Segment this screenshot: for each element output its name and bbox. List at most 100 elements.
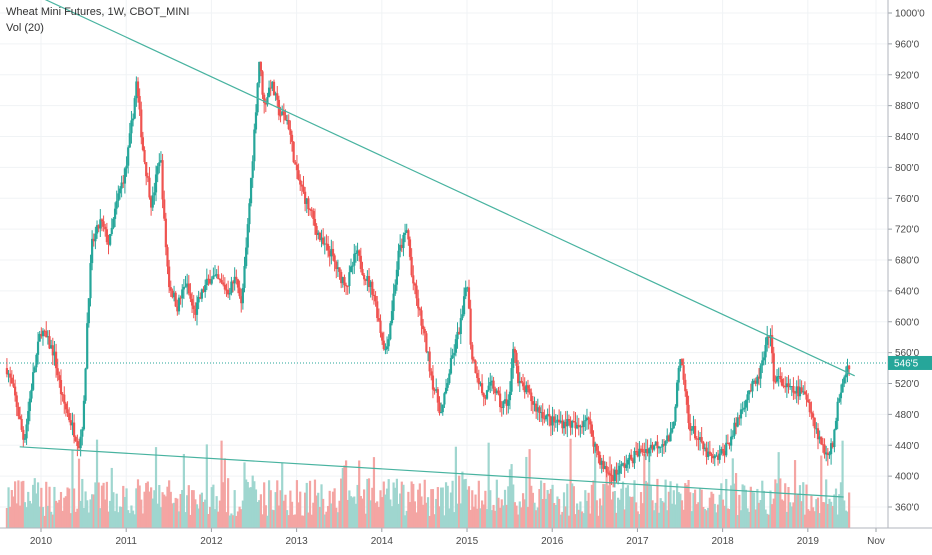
candle-body <box>664 441 667 446</box>
volume-bar <box>474 494 477 528</box>
volume-bar <box>495 479 498 528</box>
candle-body <box>51 345 54 356</box>
candle-body <box>412 275 415 284</box>
candle-body <box>397 250 400 270</box>
candle-body <box>187 283 190 294</box>
candle-body <box>803 391 806 395</box>
volume-bar <box>353 496 356 528</box>
candle-body <box>657 446 661 449</box>
volume-bar <box>79 500 82 528</box>
candle-body <box>72 422 76 437</box>
candle-body <box>171 290 174 298</box>
candle-body <box>74 436 77 442</box>
volume-bar <box>764 509 767 528</box>
candle-body <box>738 417 741 419</box>
candle-body <box>84 368 87 401</box>
candle-body <box>708 451 711 455</box>
candle-body <box>213 275 217 277</box>
grid <box>0 0 888 528</box>
candle-body <box>623 463 626 468</box>
volume-bar <box>497 497 500 528</box>
trendlines[interactable] <box>19 0 855 498</box>
candle-body <box>472 359 476 361</box>
candle-body <box>182 286 185 290</box>
volume-bar <box>612 491 615 528</box>
candle-body <box>435 389 438 391</box>
volume-bar <box>310 514 313 528</box>
candle-body <box>449 358 453 374</box>
candle-body <box>558 419 561 423</box>
volume-bar <box>259 494 262 528</box>
volume-bar <box>489 490 492 528</box>
volume-bar <box>50 511 53 528</box>
candle-body <box>543 418 546 420</box>
price-axis[interactable]: 1000'0 960'0 920'0 880'0 840'0 800'0 760'0 720'… <box>887 0 932 528</box>
candle-body <box>656 441 659 449</box>
volume-bar <box>594 442 597 528</box>
current-price-label: 546'5 <box>894 358 919 369</box>
candle-body <box>553 416 556 423</box>
volume-bar <box>92 494 95 528</box>
volume-bar <box>808 510 811 528</box>
candle-body <box>536 407 539 412</box>
candle-body <box>431 375 435 390</box>
candle-body <box>351 265 354 267</box>
volume-bar <box>110 467 113 528</box>
candle-body <box>248 203 251 225</box>
volume-bar <box>666 510 669 528</box>
time-axis[interactable]: 2010 2011 2012 2013 2014 2015 2016 2017 2018 2019… <box>0 527 932 547</box>
volume-bar <box>384 494 387 528</box>
candle-body <box>584 420 587 422</box>
candle-body <box>318 232 321 241</box>
candle-body <box>30 389 33 399</box>
x-tick-label: 2011 <box>115 536 137 547</box>
volume-bar <box>364 513 367 528</box>
volume-bar <box>102 482 105 528</box>
candle-body <box>754 380 757 384</box>
candle-body <box>384 349 387 351</box>
y-tick-label: 800'0 <box>895 163 920 174</box>
candle-body <box>672 421 675 429</box>
candle-body <box>300 184 303 187</box>
candle-body <box>467 287 471 309</box>
volume-bar <box>172 502 176 528</box>
candle-body <box>792 386 795 393</box>
candle-body <box>748 390 751 395</box>
y-tick-label: 520'0 <box>895 379 920 390</box>
volume-bar <box>702 506 705 528</box>
candle-body <box>223 284 226 290</box>
candle-body <box>667 435 670 442</box>
volume-bar <box>728 509 731 528</box>
candle-body <box>497 390 500 394</box>
volume-bar <box>151 498 154 528</box>
volume-bar <box>200 492 204 528</box>
x-tick-label: 2017 <box>626 536 649 547</box>
volume-bar <box>143 491 146 528</box>
candle-body <box>793 392 797 394</box>
candle-body <box>580 426 584 428</box>
volume-bar <box>159 507 163 528</box>
candle-body <box>304 191 307 204</box>
volume-bar <box>274 492 277 528</box>
volume-bar <box>659 498 662 528</box>
candle-body <box>54 351 58 369</box>
candle-body <box>279 115 282 117</box>
candle-body <box>63 394 66 404</box>
candle-body <box>227 289 230 295</box>
volume-bar <box>426 497 430 528</box>
volume-bar <box>749 486 752 528</box>
candle-body <box>348 272 351 286</box>
volume-bar <box>600 505 603 528</box>
volume-bar <box>759 499 762 528</box>
candle-body <box>525 385 528 393</box>
volume-bar <box>120 506 123 528</box>
candle-body <box>520 380 523 383</box>
candle-body <box>446 382 449 388</box>
candle-body <box>27 411 30 425</box>
candle-body <box>790 386 793 388</box>
candle-body <box>526 385 530 389</box>
candle-body <box>626 459 630 465</box>
candle-body <box>453 352 456 356</box>
